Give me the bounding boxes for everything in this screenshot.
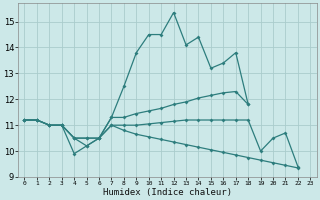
X-axis label: Humidex (Indice chaleur): Humidex (Indice chaleur): [103, 188, 232, 197]
